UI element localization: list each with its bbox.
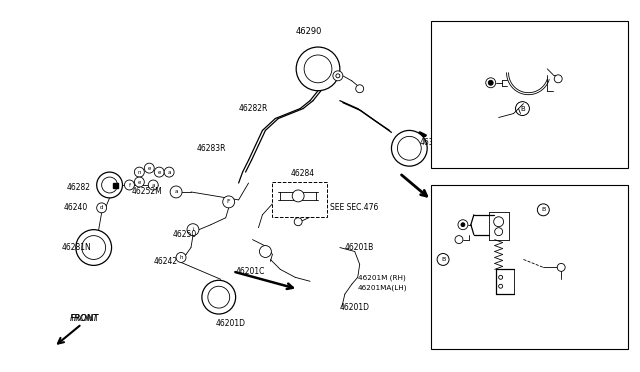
Circle shape xyxy=(134,177,145,187)
Text: 46400R: 46400R xyxy=(487,190,517,199)
Text: 46201D: 46201D xyxy=(216,320,246,328)
Text: a: a xyxy=(152,183,155,187)
Text: 46210N: 46210N xyxy=(498,25,529,34)
Bar xyxy=(113,183,118,188)
Text: 46282: 46282 xyxy=(67,183,91,192)
Circle shape xyxy=(495,228,502,235)
Text: FRONT: FRONT xyxy=(70,314,99,324)
Text: 46212B: 46212B xyxy=(531,118,561,127)
Text: 46250: 46250 xyxy=(173,230,197,239)
Circle shape xyxy=(176,253,186,262)
Text: 46281N: 46281N xyxy=(62,243,92,252)
Text: f: f xyxy=(129,183,131,187)
Circle shape xyxy=(97,172,122,198)
Circle shape xyxy=(458,220,468,230)
Circle shape xyxy=(292,190,304,202)
Circle shape xyxy=(124,180,134,190)
Text: 46282R: 46282R xyxy=(239,104,268,113)
Circle shape xyxy=(97,203,107,213)
Text: ( 2): ( 2) xyxy=(449,268,461,275)
Text: n: n xyxy=(138,170,141,174)
Text: 46284: 46284 xyxy=(290,169,314,177)
Bar xyxy=(431,21,628,168)
Text: FRONT: FRONT xyxy=(70,314,99,324)
Circle shape xyxy=(154,167,164,177)
Text: ( 1): ( 1) xyxy=(536,102,548,109)
Circle shape xyxy=(148,180,158,190)
Text: 46242: 46242 xyxy=(153,257,177,266)
Circle shape xyxy=(488,80,493,85)
Circle shape xyxy=(102,177,118,193)
Text: 46283R: 46283R xyxy=(197,144,227,153)
Circle shape xyxy=(557,263,565,271)
Text: B: B xyxy=(541,207,545,212)
Circle shape xyxy=(304,55,332,83)
Circle shape xyxy=(493,217,504,227)
Circle shape xyxy=(499,275,502,279)
Text: 46201C: 46201C xyxy=(236,267,265,276)
Circle shape xyxy=(336,74,340,78)
Circle shape xyxy=(223,196,235,208)
Text: 0B110-8301G: 0B110-8301G xyxy=(527,93,575,99)
Circle shape xyxy=(208,286,230,308)
Circle shape xyxy=(455,235,463,244)
Circle shape xyxy=(259,246,271,257)
Text: h: h xyxy=(179,255,183,260)
Circle shape xyxy=(145,163,154,173)
Circle shape xyxy=(397,137,421,160)
Circle shape xyxy=(486,78,495,88)
Circle shape xyxy=(554,75,562,83)
Text: e: e xyxy=(157,170,161,174)
Bar xyxy=(273,182,327,217)
Text: 46252M: 46252M xyxy=(131,187,162,196)
Text: 46201D: 46201D xyxy=(340,302,370,312)
Circle shape xyxy=(164,167,174,177)
Text: B: B xyxy=(441,257,445,262)
Bar xyxy=(431,185,628,349)
Circle shape xyxy=(356,85,364,93)
Text: d: d xyxy=(100,205,104,210)
Circle shape xyxy=(392,131,427,166)
Circle shape xyxy=(296,47,340,91)
Circle shape xyxy=(333,71,343,81)
Text: F: F xyxy=(227,199,230,204)
Circle shape xyxy=(461,223,465,227)
Text: 46201B: 46201B xyxy=(345,243,374,252)
Circle shape xyxy=(170,186,182,198)
Text: a: a xyxy=(168,170,171,174)
Text: a: a xyxy=(174,189,178,195)
Text: e: e xyxy=(148,166,151,171)
Text: 09120-8402E: 09120-8402E xyxy=(439,259,486,264)
Text: 46290: 46290 xyxy=(295,27,321,36)
Circle shape xyxy=(76,230,111,265)
Text: i: i xyxy=(192,227,194,232)
Text: 46310: 46310 xyxy=(419,138,444,147)
Text: ( 2): ( 2) xyxy=(558,212,570,218)
Text: RD620002: RD620002 xyxy=(553,336,595,345)
Text: 46240: 46240 xyxy=(64,203,88,212)
Circle shape xyxy=(134,167,145,177)
Circle shape xyxy=(202,280,236,314)
Circle shape xyxy=(82,235,106,259)
Text: SEE SEC.476: SEE SEC.476 xyxy=(330,203,378,212)
Text: 46201M (RH): 46201M (RH) xyxy=(358,274,406,280)
Text: 0B070-8162A: 0B070-8162A xyxy=(545,202,593,208)
Text: e: e xyxy=(138,180,141,185)
Circle shape xyxy=(187,224,199,235)
Circle shape xyxy=(499,284,502,288)
Text: 46201MA(LH): 46201MA(LH) xyxy=(358,285,407,292)
Circle shape xyxy=(294,218,302,226)
Text: B: B xyxy=(520,106,525,112)
